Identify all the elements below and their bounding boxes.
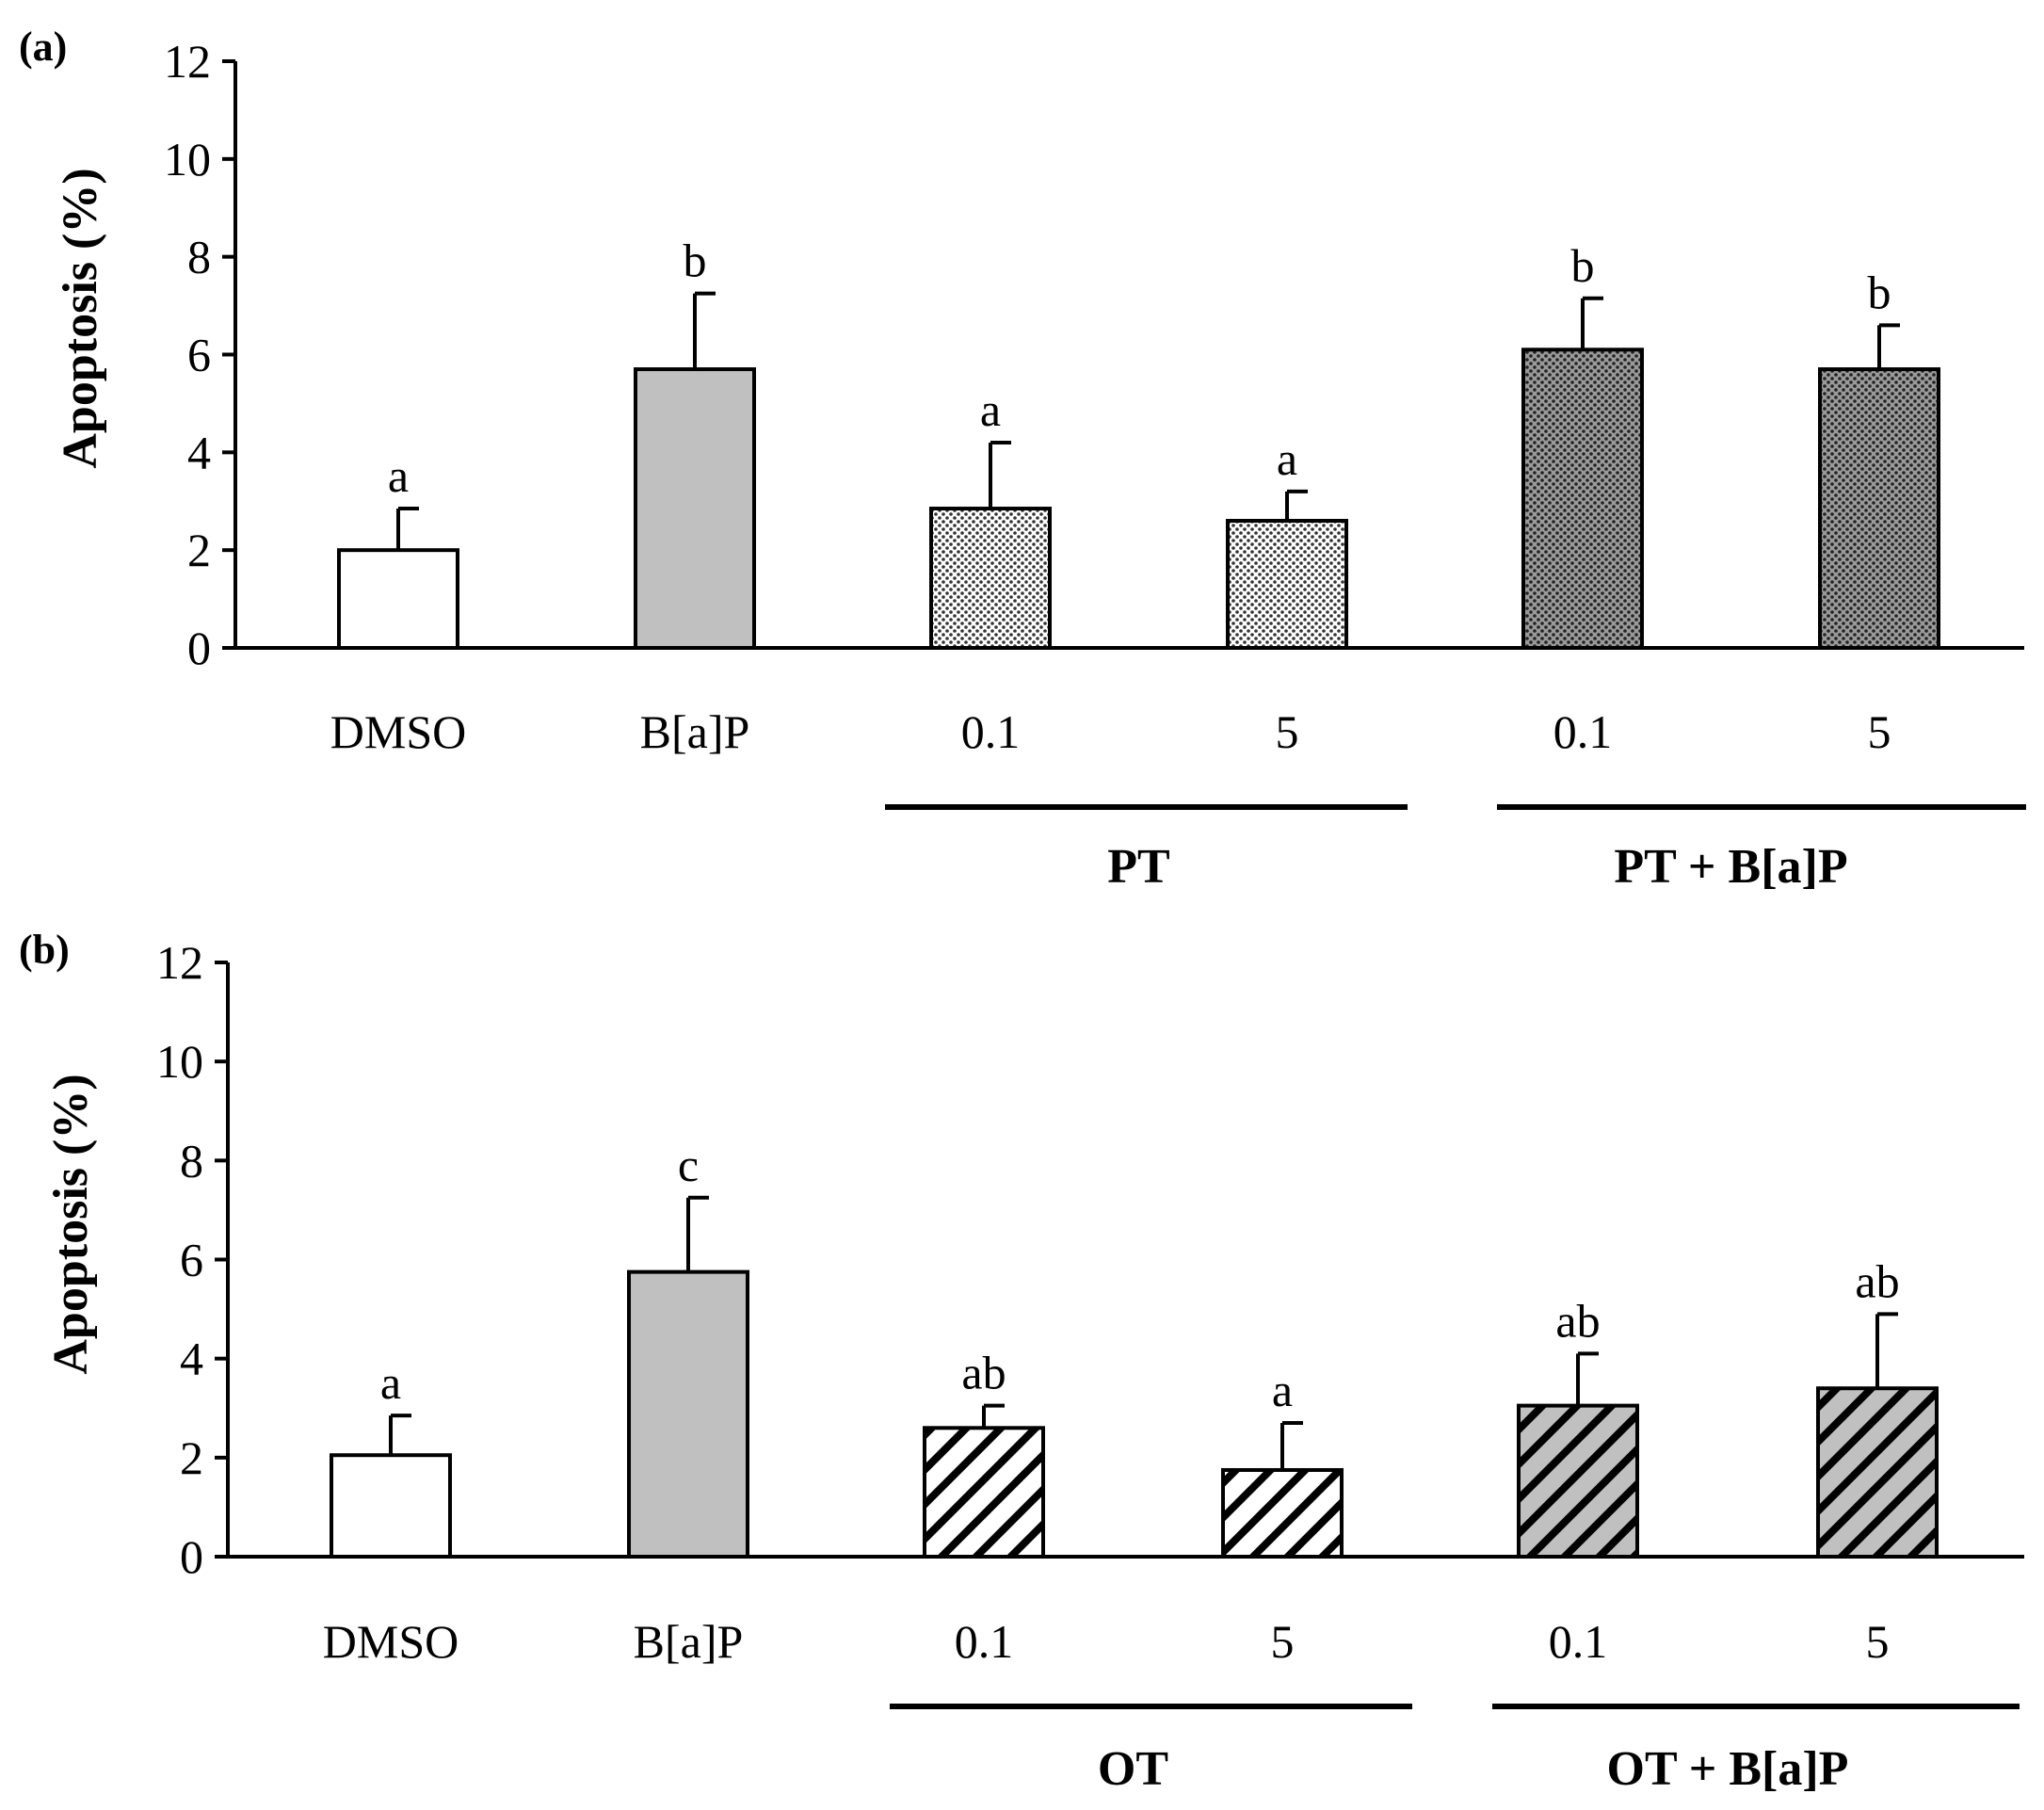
- category-label: DMSO: [330, 705, 466, 758]
- y-tick-label: 12: [164, 35, 211, 88]
- category-labels: DMSO B[a]P 0.1 5 0.1 5: [330, 705, 1891, 758]
- y-tick-label: 8: [180, 1134, 203, 1187]
- panel-label-a: (a): [19, 24, 67, 70]
- y-tick-label: 6: [180, 1234, 203, 1286]
- y-tick-label: 2: [187, 524, 211, 576]
- y-axis-title: Apoptosis (%): [44, 1074, 98, 1374]
- bar-4: [1521, 347, 1644, 650]
- significance-label: b: [1868, 266, 1891, 318]
- group-label: OT + B[a]P: [1607, 1742, 1849, 1796]
- y-tick-label: 8: [187, 231, 211, 283]
- bar-3: [1221, 1467, 1344, 1559]
- category-label: 0.1: [961, 705, 1021, 758]
- y-axis-ticks: 0 2 4 6 8 10 12: [156, 936, 228, 1583]
- y-axis-title: Apoptosis (%): [54, 168, 107, 468]
- y-tick-label: 10: [164, 133, 211, 186]
- bar-5: [1816, 1386, 1939, 1560]
- group-label: OT: [1098, 1742, 1168, 1796]
- category-label: 5: [1868, 705, 1891, 758]
- significance-label: a: [1272, 1364, 1293, 1416]
- significance-label: b: [1571, 239, 1595, 292]
- bar-0: [330, 1453, 452, 1560]
- bar-2: [929, 507, 1052, 650]
- bars: a b a a b b: [337, 234, 1940, 651]
- significance-label: a: [1277, 432, 1297, 485]
- category-label: 0.1: [1553, 705, 1613, 758]
- bar-5: [1818, 367, 1940, 650]
- significance-label: a: [388, 449, 409, 502]
- bar-0: [337, 548, 459, 651]
- y-tick-label: 12: [156, 936, 203, 989]
- significance-label: ab: [1855, 1254, 1899, 1307]
- y-tick-label: 2: [180, 1431, 203, 1484]
- panel-a: (a) Apoptosis (%) 0 2 4 6 8 10 12 a b a a b b DMSO B…: [19, 24, 2026, 894]
- category-label: 0.1: [1549, 1615, 1608, 1668]
- panel-label-b: (b): [19, 927, 70, 973]
- bars: a c ab a ab ab: [330, 1139, 1939, 1560]
- y-tick-label: 0: [187, 622, 211, 674]
- y-tick-label: 4: [187, 426, 211, 478]
- category-label: B[a]P: [634, 1615, 744, 1668]
- category-label: DMSO: [323, 1615, 459, 1668]
- category-label: 5: [1271, 1615, 1295, 1668]
- significance-label: ab: [961, 1347, 1006, 1399]
- y-tick-label: 10: [156, 1035, 203, 1088]
- category-label: 5: [1866, 1615, 1890, 1668]
- category-label: B[a]P: [640, 705, 750, 758]
- category-label: 0.1: [955, 1615, 1014, 1668]
- bar-1: [627, 1269, 749, 1560]
- group-label: PT + B[a]P: [1614, 840, 1847, 894]
- group-labels: OT OT + B[a]P: [890, 1704, 2020, 1796]
- y-tick-label: 0: [180, 1530, 203, 1583]
- bar-4: [1517, 1403, 1639, 1560]
- y-tick-label: 4: [180, 1333, 203, 1385]
- significance-label: a: [980, 383, 1001, 436]
- category-labels: DMSO B[a]P 0.1 5 0.1 5: [323, 1615, 1890, 1668]
- significance-label: a: [380, 1356, 401, 1409]
- y-axis-ticks: 0 2 4 6 8 10 12: [164, 35, 235, 674]
- category-label: 5: [1276, 705, 1299, 758]
- significance-label: c: [678, 1139, 699, 1191]
- group-label: PT: [1107, 840, 1169, 894]
- bar-3: [1226, 519, 1348, 650]
- significance-label: ab: [1555, 1294, 1600, 1347]
- bar-2: [923, 1426, 1045, 1559]
- bar-1: [634, 367, 756, 650]
- panel-b: (b) Apoptosis (%) 0 2 4 6 8 10 12 a c ab a ab ab DM…: [19, 927, 2024, 1796]
- y-tick-label: 6: [187, 329, 211, 381]
- group-labels: PT PT + B[a]P: [885, 804, 2026, 894]
- significance-label: b: [684, 234, 707, 287]
